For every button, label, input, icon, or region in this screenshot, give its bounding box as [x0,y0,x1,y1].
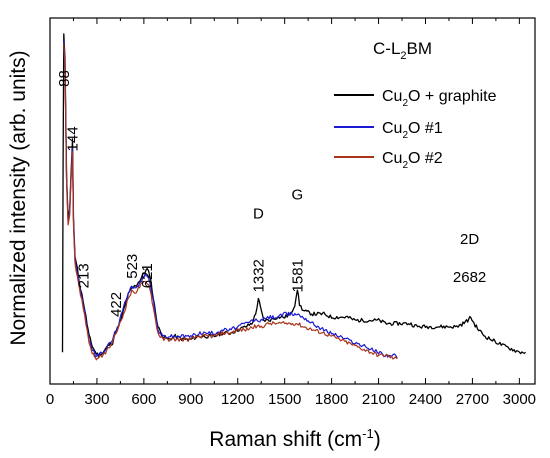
x-tick-label: 2700 [456,391,489,408]
peak-label: D [253,206,264,223]
peak-label: 422 [108,292,125,317]
legend-item-cu2o-1: Cu2O #1 [334,120,443,141]
plot-frame [49,17,536,385]
x-tick-label: 600 [131,391,156,408]
peak-label: 621 [139,263,156,288]
peak-label: 1332 [250,259,267,292]
x-tick-label: 1500 [268,391,301,408]
legend-label-cu2o-graphite: Cu2O + graphite [382,88,497,109]
y-axis-title: Normalized intensity (arb. units) [7,50,30,345]
x-tick-label: 2100 [362,391,395,408]
peak-label: 1581 [289,259,306,292]
x-tick-label: 900 [178,391,203,408]
x-tick-label: 0 [46,391,54,408]
legend: Cu2O + graphite Cu2O #1 Cu2O #2 [334,88,497,171]
legend-label-cu2o-1: Cu2O #1 [382,120,443,141]
plot-area [49,17,536,385]
legend-label-cu2o-2: Cu2O #2 [382,150,443,171]
peak-label: 523 [124,254,141,279]
x-tick-label: 300 [84,391,109,408]
x-tick-label: 2400 [409,391,442,408]
peak-label: 144 [65,126,82,151]
peak-label: 88 [56,70,73,87]
x-axis-title: Raman shift (cm-1) [209,426,380,451]
peak-label: 213 [75,263,92,288]
x-tick-label: 3000 [503,391,536,408]
series-line-3 [63,43,398,361]
chart-title: C-L2BM [373,39,432,62]
x-tick-label: 1800 [315,391,348,408]
legend-item-cu2o-2: Cu2O #2 [334,150,443,171]
x-tick-label: 1200 [221,391,254,408]
peak-label: 2D [460,231,479,248]
peak-label: G [292,186,304,203]
series-line-2 [63,40,398,359]
legend-item-cu2o-graphite: Cu2O + graphite [334,88,497,109]
axes: 0 300 600 900 1200 1500 1800 2100 2400 2700 3000 [46,18,536,408]
peak-label: 2682 [453,269,486,286]
series-lines [61,33,527,361]
